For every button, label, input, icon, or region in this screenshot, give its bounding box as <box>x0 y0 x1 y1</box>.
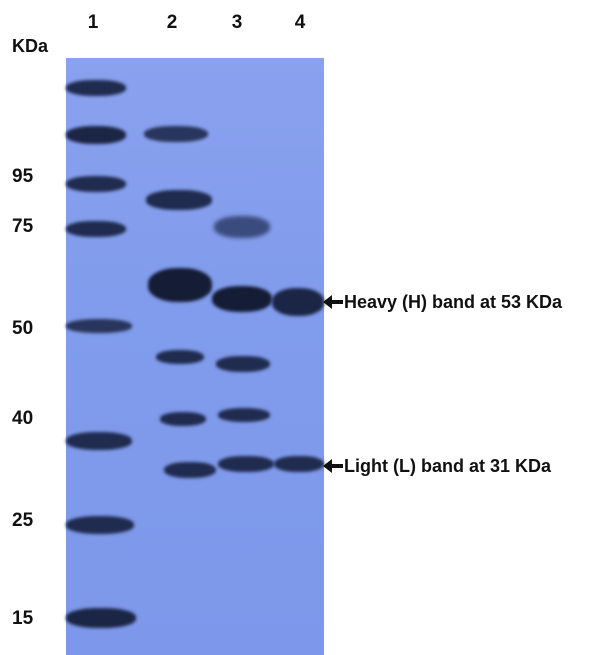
marker-label-95: 95 <box>12 166 34 187</box>
sample-band <box>164 462 216 478</box>
sample-band <box>156 350 204 364</box>
heavy-band-annotation: Heavy (H) band at 53 KDa <box>323 290 562 314</box>
marker-label-40: 40 <box>12 408 34 429</box>
heavy-band-label: Heavy (H) band at 53 KDa <box>344 291 563 312</box>
sample-band <box>148 268 212 302</box>
lane-label-2: 2 <box>166 12 178 33</box>
sample-band <box>212 286 272 312</box>
marker-label-15: 15 <box>12 608 34 629</box>
ladder-band <box>66 319 132 333</box>
sample-band <box>218 456 274 472</box>
lane-label-1: 1 <box>87 12 99 33</box>
sample-band <box>214 216 270 238</box>
lane-label-4: 4 <box>294 12 306 33</box>
heavy-chain-band <box>272 288 324 316</box>
sample-band <box>218 408 270 422</box>
light-band-label: Light (L) band at 31 KDa <box>344 455 551 476</box>
ladder-band <box>66 126 126 144</box>
sample-band <box>216 356 270 372</box>
unit-label: KDa <box>12 36 49 56</box>
ladder-band <box>66 221 126 237</box>
lane-label-3: 3 <box>231 12 243 33</box>
sample-band <box>160 412 206 426</box>
light-band-annotation: Light (L) band at 31 KDa <box>323 454 551 478</box>
gel-membrane <box>66 58 324 655</box>
ladder-band <box>66 80 126 96</box>
ladder-band <box>66 608 136 628</box>
light-chain-band <box>274 456 324 472</box>
sample-band <box>146 190 212 210</box>
ladder-band <box>66 176 126 192</box>
arrow-left-icon <box>323 459 343 473</box>
arrow-left-icon <box>323 295 343 309</box>
marker-label-75: 75 <box>12 216 34 237</box>
sample-band <box>144 126 208 142</box>
marker-label-50: 50 <box>12 318 34 339</box>
ladder-band <box>66 516 134 534</box>
ladder-band <box>66 432 132 450</box>
marker-label-25: 25 <box>12 510 34 531</box>
